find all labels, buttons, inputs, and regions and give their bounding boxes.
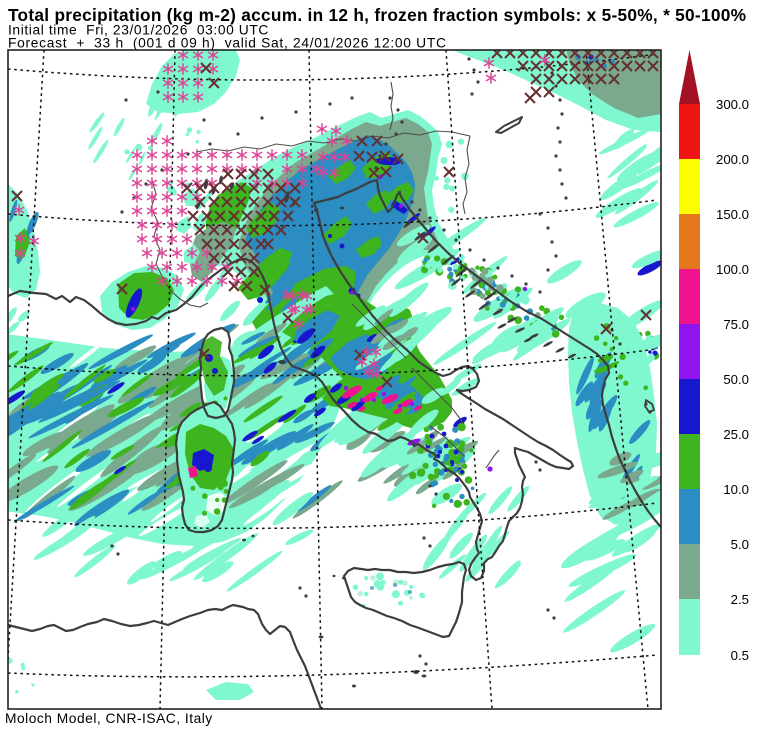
svg-text:150.0: 150.0 [716,207,749,222]
svg-text:200.0: 200.0 [716,152,749,167]
svg-text:100.0: 100.0 [716,262,749,277]
svg-text:50.0: 50.0 [723,372,749,387]
svg-text:0.5: 0.5 [731,648,749,663]
svg-text:5.0: 5.0 [731,537,749,552]
svg-text:Moloch Model, CNR-ISAC, Italy: Moloch Model, CNR-ISAC, Italy [5,711,213,726]
svg-text:Initial time Fri, 23/01/2026: Initial time Fri, 23/01/2026 03:00 UTC [8,23,269,38]
svg-text:300.0: 300.0 [716,97,749,112]
svg-text:Total precipitation (kg m-2) a: Total precipitation (kg m-2) accum. in 1… [8,5,746,25]
svg-text:10.0: 10.0 [723,482,749,497]
svg-text:2.5: 2.5 [731,592,749,607]
svg-text:25.0: 25.0 [723,427,749,442]
svg-text:75.0: 75.0 [723,317,749,332]
svg-text:Forecast + 33 h (001 d 09 h: Forecast + 33 h (001 d 09 h) valid Sat, … [8,36,447,51]
